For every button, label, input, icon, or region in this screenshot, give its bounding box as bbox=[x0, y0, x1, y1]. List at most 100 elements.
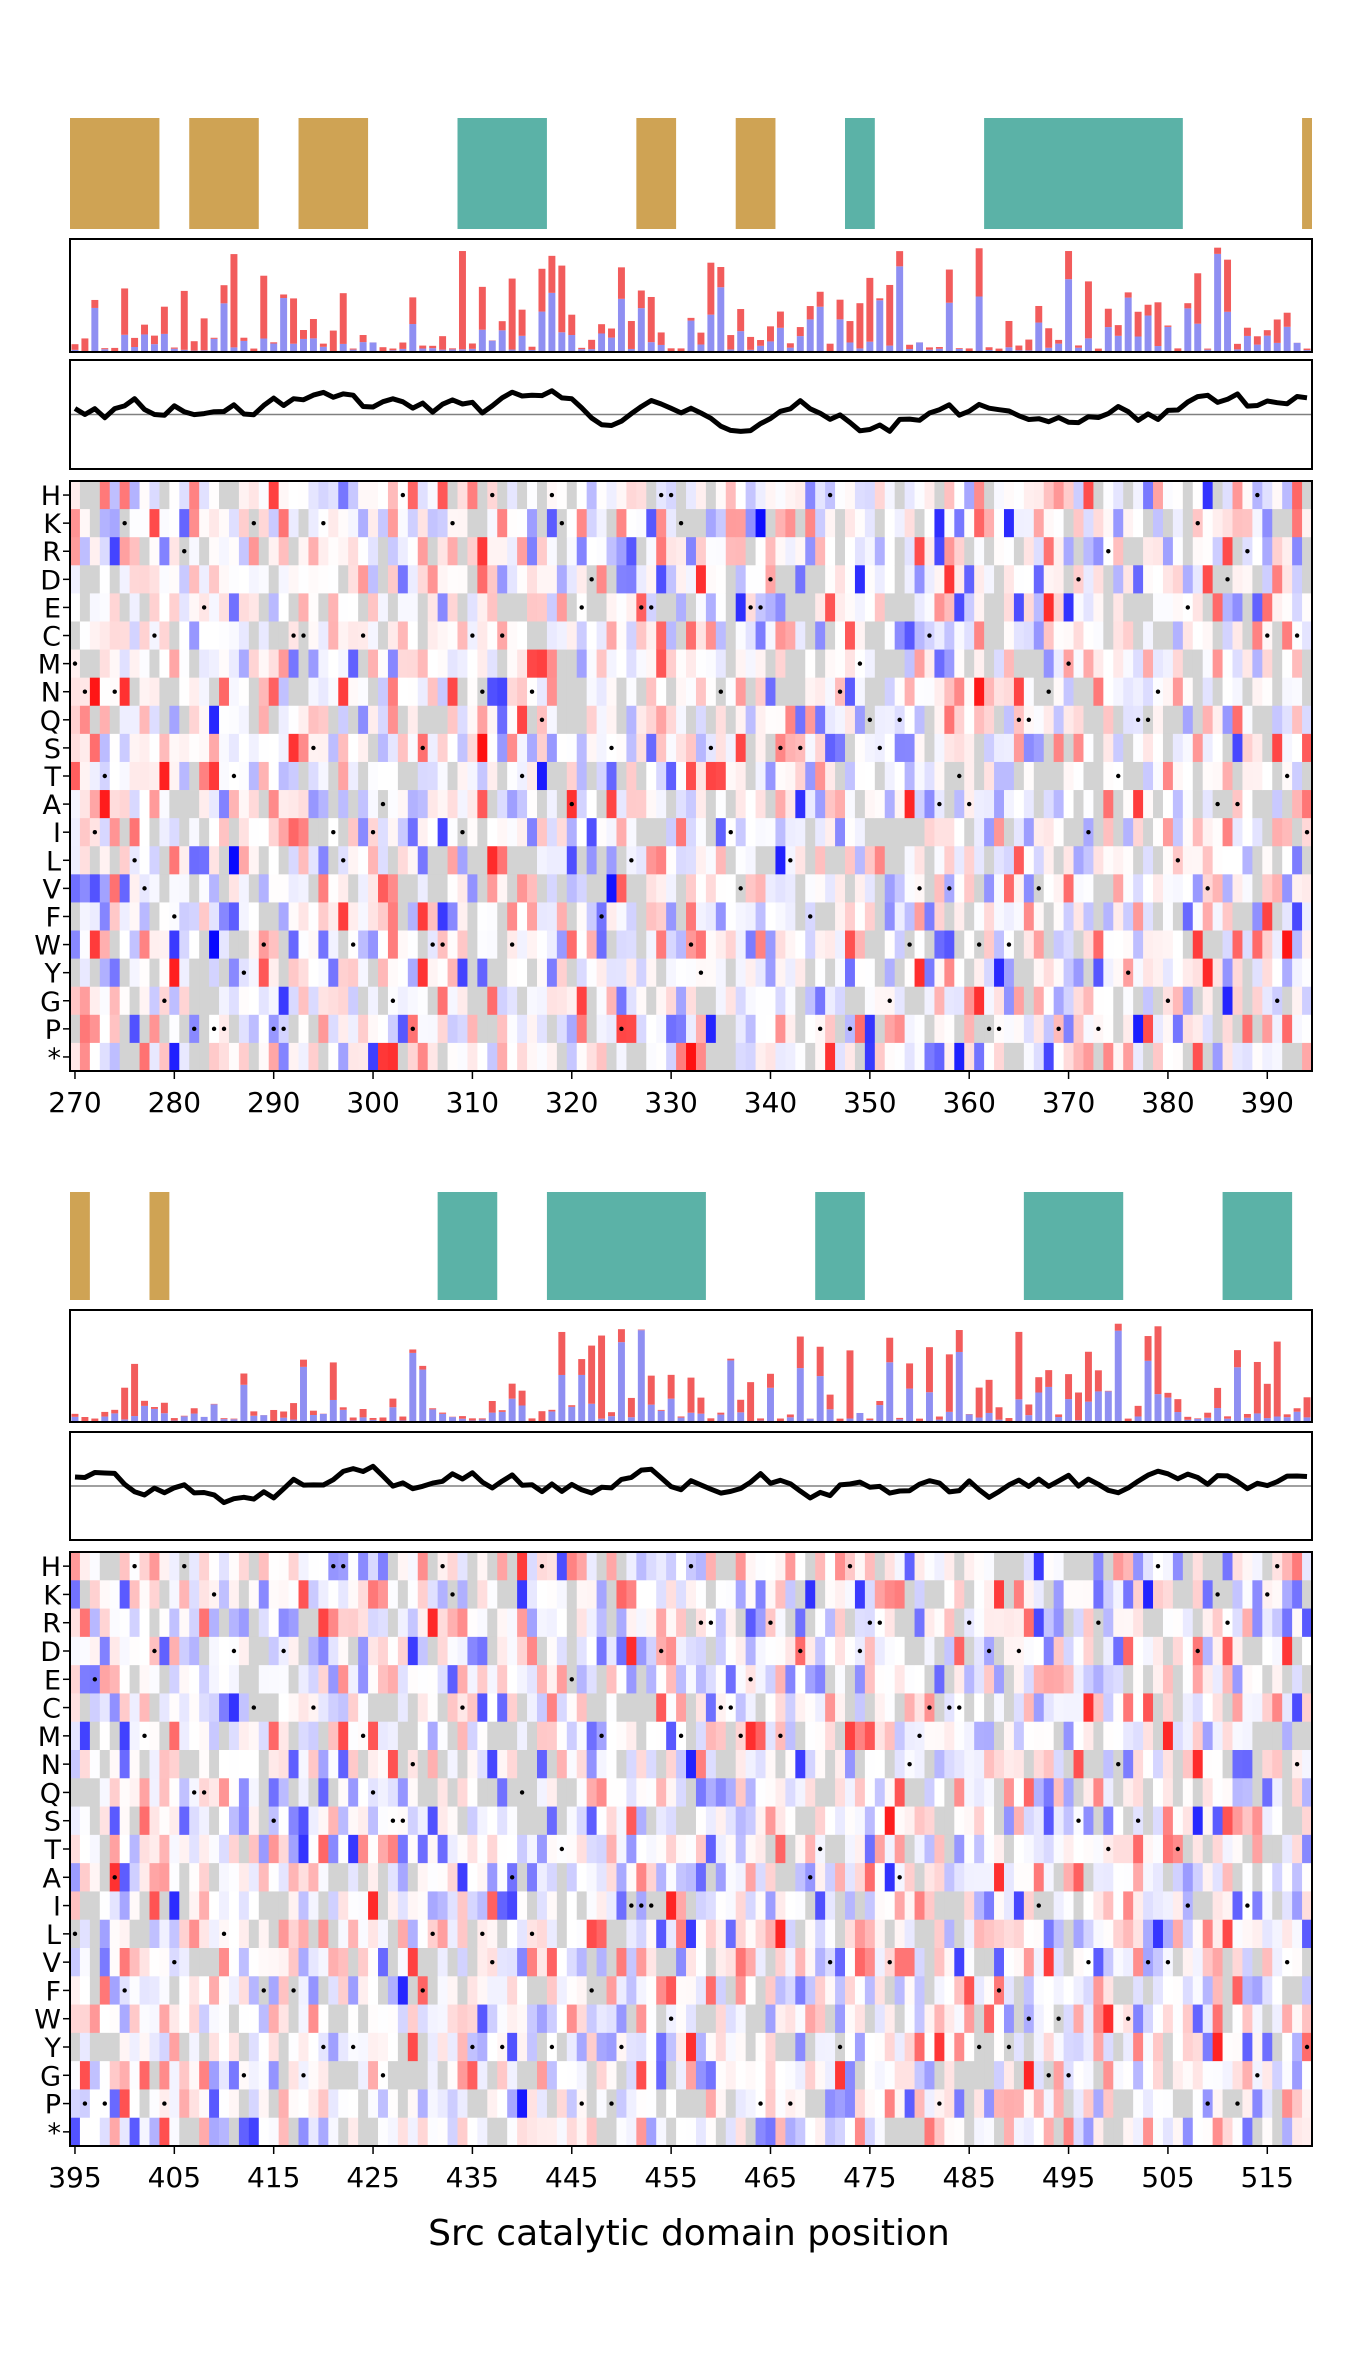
heat-cell bbox=[616, 958, 627, 988]
heat-cell bbox=[288, 1608, 299, 1638]
heat-cell bbox=[596, 565, 607, 594]
heat-cell bbox=[616, 902, 627, 931]
heat-cell bbox=[427, 874, 439, 903]
heat-cell bbox=[1202, 790, 1214, 819]
heat-cell bbox=[507, 1919, 518, 1949]
heat-cell bbox=[884, 1042, 896, 1072]
heat-cell bbox=[636, 1693, 647, 1723]
heat-cell bbox=[288, 1042, 299, 1072]
heat-cell bbox=[517, 1580, 528, 1609]
bar-positive bbox=[786, 1414, 794, 1418]
heat-cell bbox=[536, 902, 548, 931]
heat-cell bbox=[1033, 818, 1045, 847]
heat-cell bbox=[219, 1806, 230, 1836]
heat-cell bbox=[656, 1665, 667, 1694]
heat-cell bbox=[298, 1552, 309, 1581]
heat-cell bbox=[387, 565, 399, 594]
heat-cell bbox=[1153, 874, 1164, 903]
wildtype-dot bbox=[539, 1563, 545, 1569]
heat-cell bbox=[169, 930, 180, 960]
heat-cell bbox=[596, 790, 607, 819]
heat-cell bbox=[944, 986, 955, 1016]
heat-cell bbox=[348, 790, 359, 819]
heat-cell bbox=[656, 565, 667, 594]
heat-cell bbox=[596, 874, 607, 903]
heat-cell bbox=[636, 1919, 647, 1949]
heat-cell bbox=[1262, 481, 1273, 510]
heat-cell bbox=[378, 1042, 389, 1072]
bar-negative bbox=[528, 349, 536, 352]
heat-cell bbox=[1242, 565, 1253, 594]
bar-positive bbox=[965, 348, 973, 352]
heat-cell bbox=[308, 1948, 319, 1977]
heat-cell bbox=[1262, 1014, 1273, 1044]
heat-cell bbox=[765, 818, 776, 847]
heat-cell bbox=[268, 509, 280, 538]
heat-cell bbox=[209, 1863, 220, 1892]
bar-positive bbox=[160, 1402, 168, 1414]
heat-cell bbox=[835, 986, 846, 1016]
heat-cell bbox=[785, 1919, 796, 1949]
heat-cell bbox=[1212, 705, 1223, 735]
heat-cell bbox=[1282, 677, 1293, 707]
heat-cell bbox=[1023, 930, 1035, 960]
heat-cell bbox=[1282, 481, 1293, 510]
heat-cell bbox=[556, 1608, 568, 1638]
heat-cell bbox=[556, 1014, 568, 1044]
bar-positive bbox=[150, 335, 158, 345]
heat-cell bbox=[884, 593, 896, 622]
heat-cell bbox=[278, 818, 289, 847]
heat-cell bbox=[616, 790, 627, 819]
heat-cell bbox=[258, 986, 270, 1016]
heat-cell bbox=[805, 958, 816, 988]
heat-cell bbox=[715, 649, 727, 679]
heat-cell bbox=[219, 2004, 230, 2034]
heat-cell bbox=[387, 818, 399, 847]
heat-cell bbox=[566, 986, 578, 1016]
heat-cell bbox=[1182, 958, 1194, 988]
heat-cell bbox=[636, 1834, 647, 1864]
bar-positive bbox=[1154, 302, 1162, 347]
heat-cell bbox=[348, 1750, 359, 1779]
bar-positive bbox=[488, 1400, 496, 1413]
heat-cell bbox=[745, 1863, 756, 1892]
heat-cell bbox=[387, 1014, 399, 1044]
heat-cell bbox=[695, 1721, 707, 1751]
bar-negative bbox=[409, 1352, 417, 1422]
heat-cell bbox=[318, 1778, 329, 1807]
heat-cell bbox=[1262, 593, 1273, 622]
heat-cell bbox=[378, 705, 389, 735]
heat-cell bbox=[149, 2032, 160, 2062]
heat-cell bbox=[397, 902, 409, 931]
heat-cell bbox=[1123, 818, 1134, 847]
heat-cell bbox=[238, 649, 250, 679]
heat-cell bbox=[735, 1806, 747, 1836]
heat-cell bbox=[1272, 621, 1283, 650]
heat-cell bbox=[278, 593, 289, 622]
heat-cell bbox=[785, 2004, 796, 2034]
heat-cell bbox=[775, 2061, 786, 2090]
heat-cell bbox=[984, 986, 995, 1016]
heat-cell bbox=[1013, 1014, 1025, 1044]
heat-cell bbox=[1232, 930, 1243, 960]
heat-cell bbox=[338, 1919, 349, 1949]
heat-cell bbox=[189, 986, 200, 1016]
bar-positive bbox=[518, 1390, 526, 1406]
heat-cell bbox=[268, 1665, 280, 1694]
heat-cell bbox=[686, 733, 697, 763]
heat-cell bbox=[397, 846, 409, 875]
heat-cell bbox=[1202, 818, 1214, 847]
heat-cell bbox=[417, 1863, 429, 1892]
heat-cell bbox=[129, 2032, 140, 2062]
heat-cell bbox=[159, 1806, 170, 1836]
heat-cell bbox=[576, 1636, 588, 1666]
row-label: Q bbox=[40, 706, 61, 737]
heat-cell bbox=[656, 2032, 667, 2062]
heat-cell bbox=[387, 733, 399, 763]
heat-cell bbox=[129, 1834, 140, 1864]
heat-cell bbox=[189, 1750, 200, 1779]
heat-cell bbox=[417, 790, 429, 819]
bar-positive bbox=[240, 1373, 248, 1385]
heat-cell bbox=[358, 705, 369, 735]
heat-cell bbox=[745, 621, 756, 650]
